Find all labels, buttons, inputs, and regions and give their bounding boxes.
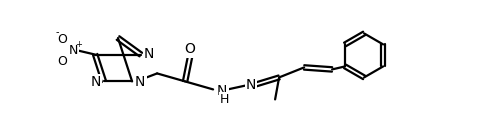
- Text: N: N: [91, 75, 101, 89]
- Text: O: O: [57, 55, 67, 68]
- Text: N: N: [144, 47, 154, 61]
- Text: -: -: [55, 28, 59, 38]
- Text: H: H: [219, 93, 229, 106]
- Text: N: N: [246, 78, 256, 92]
- Text: N: N: [217, 84, 228, 98]
- Text: N: N: [68, 44, 78, 57]
- Text: N: N: [135, 75, 146, 89]
- Text: +: +: [75, 40, 81, 49]
- Text: O: O: [185, 42, 196, 56]
- Text: O: O: [57, 33, 67, 46]
